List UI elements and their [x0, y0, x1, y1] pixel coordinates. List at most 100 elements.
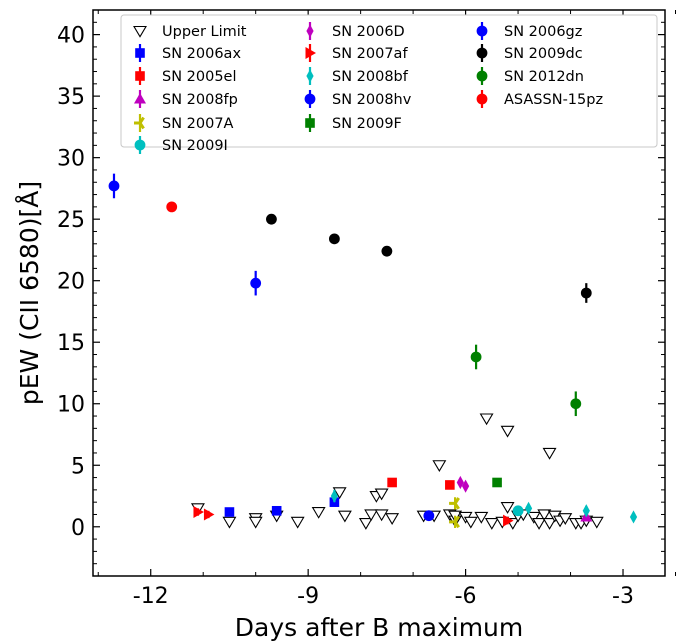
y-tick-label: 35	[57, 85, 85, 110]
data-point	[193, 506, 204, 519]
series-sn-2005el	[387, 477, 455, 490]
data-point	[542, 518, 557, 530]
y-tick-label: 15	[57, 331, 85, 356]
x-tick-label: -3	[612, 584, 634, 609]
data-point	[385, 513, 400, 525]
data-point	[166, 201, 178, 213]
y-tick-label: 20	[57, 270, 85, 295]
data-point	[330, 489, 338, 503]
legend-marker	[135, 71, 145, 81]
legend: Upper Limit SN 2006ax SN 2005el SN 2008fp SN…	[120, 14, 658, 154]
data-point	[461, 479, 470, 493]
data-point	[479, 413, 494, 426]
data-point	[250, 277, 262, 289]
legend-label: SN 2006gz	[504, 24, 582, 40]
data-point	[266, 213, 277, 225]
data-point	[474, 511, 489, 524]
data-point	[558, 513, 573, 525]
data-point	[224, 507, 235, 517]
legend-label: SN 2008bf	[332, 69, 409, 85]
legend-marker	[476, 70, 488, 82]
data-point	[374, 509, 389, 522]
y-tick-label: 0	[71, 516, 85, 541]
data-point	[532, 518, 547, 530]
data-point	[271, 505, 282, 516]
y-tick-label: 40	[57, 24, 85, 49]
axis-ticks: -12 -9 -6 -3 0 5 10 15 20 25 30 35 40	[57, 9, 676, 609]
data-point	[537, 509, 552, 522]
legend-label: SN 2008hv	[332, 92, 412, 108]
legend-label: SN 2008fp	[162, 92, 238, 108]
data-point	[203, 508, 215, 521]
data-point	[629, 510, 638, 524]
data-point	[449, 497, 460, 510]
data-layer	[108, 173, 638, 530]
data-point	[364, 509, 379, 522]
series-upper-limit	[190, 413, 604, 530]
data-point	[311, 506, 326, 519]
legend-label: SN 2012dn	[504, 69, 584, 85]
data-point	[445, 480, 455, 490]
x-tick-label: -12	[133, 584, 169, 609]
series-sn-2006d	[456, 475, 470, 493]
data-point	[570, 398, 582, 410]
series-sn-2008hv	[423, 510, 435, 522]
data-point	[374, 488, 389, 501]
legend-label: Upper Limit	[162, 24, 247, 40]
legend-label: SN 2006ax	[162, 46, 241, 62]
data-point	[332, 487, 347, 500]
data-point	[500, 502, 515, 514]
legend-label: SN 2005el	[162, 69, 237, 85]
data-point	[484, 518, 499, 530]
data-point	[248, 516, 263, 529]
data-point	[589, 516, 604, 529]
legend-marker	[306, 69, 314, 83]
x-axis-label: Days after B maximum	[235, 613, 524, 642]
legend-label: SN 2006D	[332, 24, 405, 40]
data-point	[432, 460, 447, 473]
series-sn-2006gz	[108, 173, 262, 296]
x-tick-label: -6	[455, 584, 477, 609]
data-point	[500, 425, 515, 438]
legend-marker	[305, 47, 316, 59]
legend-marker	[305, 118, 315, 128]
series-sn-2009f	[492, 477, 502, 488]
data-point	[470, 351, 482, 363]
legend-label: SN 2009F	[332, 116, 402, 132]
series-sn-2007a	[449, 497, 460, 529]
legend-marker	[304, 93, 316, 105]
legend-label: SN 2007af	[332, 46, 408, 62]
legend-marker	[133, 25, 147, 38]
legend-label: SN 2009I	[162, 138, 228, 154]
data-point	[463, 516, 478, 529]
data-point	[580, 287, 592, 299]
y-tick-label: 25	[57, 208, 85, 233]
data-point	[337, 510, 352, 523]
y-axis-label: pEW (CII 6580)[Å]	[15, 181, 44, 405]
series-sn-2007af	[193, 506, 514, 527]
y-tick-label: 5	[71, 454, 85, 479]
data-point	[328, 233, 340, 245]
series-sn-2009i	[512, 505, 524, 517]
data-point	[449, 515, 460, 529]
legend-marker	[134, 139, 146, 151]
series-sn-2009dc	[266, 213, 592, 303]
data-point	[503, 514, 514, 527]
data-point	[387, 477, 397, 488]
data-point	[381, 245, 393, 257]
legend-box	[120, 14, 658, 148]
data-point	[423, 510, 435, 522]
data-point	[542, 447, 557, 460]
legend-marker	[476, 47, 488, 59]
data-point	[456, 475, 464, 490]
data-point	[222, 516, 237, 529]
legend-marker	[476, 25, 488, 37]
legend-marker	[134, 93, 146, 104]
legend-marker	[306, 24, 314, 38]
y-tick-label: 10	[57, 393, 85, 418]
data-point	[526, 511, 541, 524]
legend-marker	[135, 48, 145, 58]
series-asassn-15pz	[166, 201, 178, 213]
data-point	[358, 518, 373, 530]
series-sn-2008bf	[330, 489, 638, 524]
